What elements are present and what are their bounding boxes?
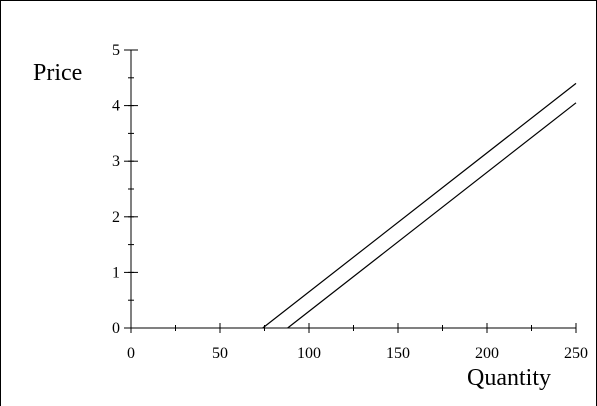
y-tick-label: 3: [112, 153, 120, 170]
axes: [130, 50, 576, 329]
y-tick-label: 1: [112, 264, 120, 281]
axis-ticks: [124, 49, 577, 333]
x-tick-label: 250: [564, 345, 588, 362]
y-tick-label: 0: [112, 320, 120, 337]
x-tick-label: 0: [127, 345, 135, 362]
y-tick-label: 5: [112, 42, 120, 59]
x-tick-label: 100: [297, 345, 321, 362]
x-tick-label: 50: [212, 345, 228, 362]
y-tick-label: 4: [112, 98, 120, 115]
x-axis-title: Quantity: [467, 365, 551, 391]
series-line-1: [262, 82, 577, 329]
x-tick-label: 200: [475, 345, 499, 362]
data-series: [262, 82, 577, 329]
axis-tick-labels: 0 50 100 150 200 250 0 1 2 3 4 5: [112, 42, 588, 362]
y-axis-title: Price: [33, 60, 82, 86]
x-tick-label: 150: [386, 345, 410, 362]
y-tick-label: 2: [112, 209, 120, 226]
series-line-2: [287, 102, 577, 329]
